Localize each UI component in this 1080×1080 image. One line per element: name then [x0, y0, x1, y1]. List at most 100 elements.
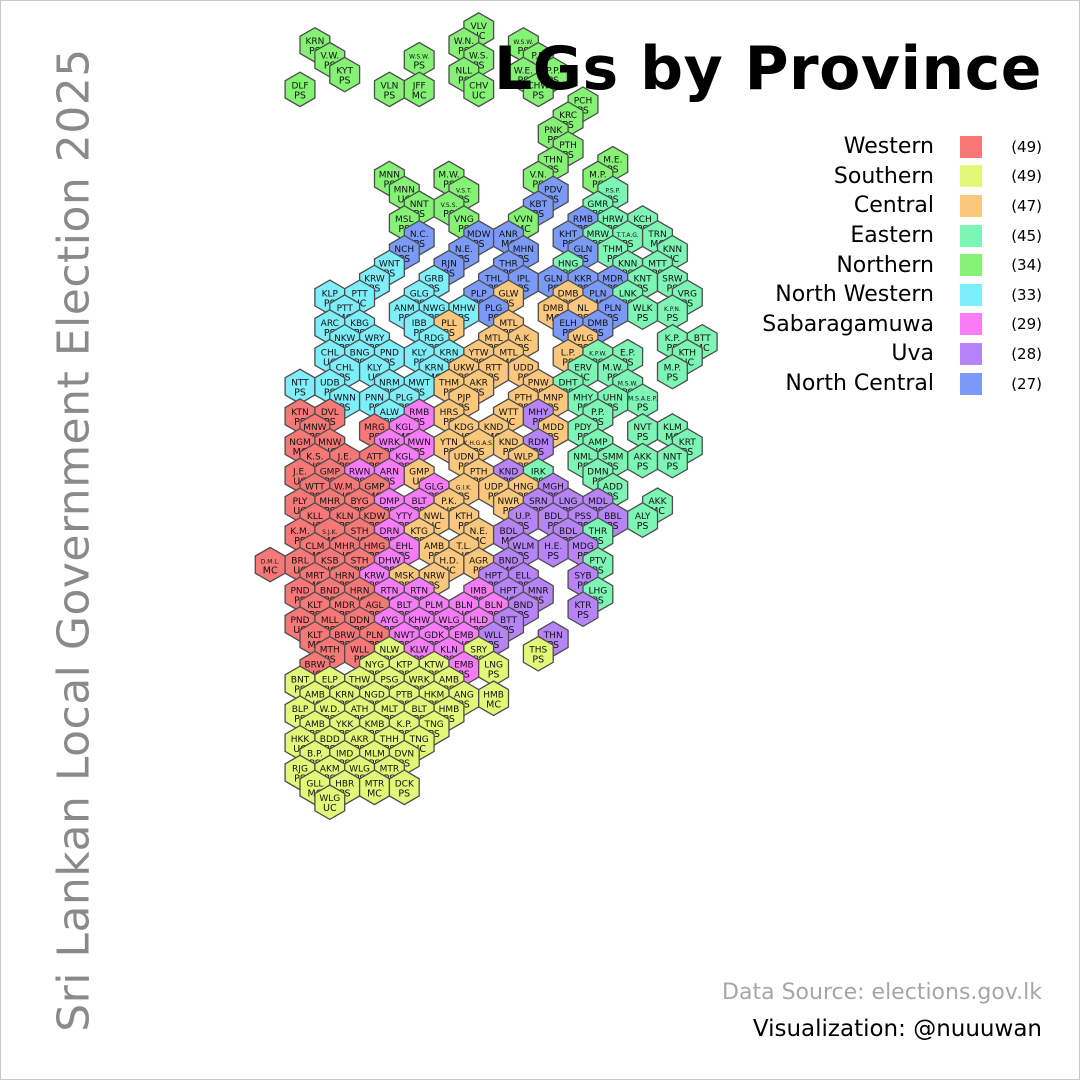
hex-code: KGL [395, 423, 413, 433]
hex-code: AMB [439, 675, 459, 685]
legend-item-central: Central (47) [762, 191, 1042, 221]
hex-code: DVL [321, 408, 339, 418]
hex-code: IRK [531, 468, 547, 478]
hex-code: KGL [395, 453, 413, 463]
hex-code: RJG [292, 765, 308, 775]
hex-code: PTH [470, 468, 488, 478]
hex-code: MTL [499, 349, 517, 359]
legend-swatch [960, 135, 982, 158]
hex-code: EMB [454, 631, 474, 641]
hex-code: DMB [558, 289, 579, 299]
hex-shape [478, 680, 510, 717]
hex-code: PLL [441, 319, 456, 329]
hex-code: W.S.W. [513, 39, 533, 46]
legend-count: (49) [1011, 137, 1042, 156]
hex-code: KLN [440, 646, 458, 656]
legend-swatch [960, 224, 982, 247]
hex-code: LHG [589, 586, 608, 596]
hex-code: KHT [559, 230, 578, 240]
hex-code: AKK [649, 497, 668, 507]
hex-code: DMN [587, 468, 608, 478]
hex-code: AGL [366, 601, 384, 611]
hex-code: V.S.T. [456, 187, 472, 194]
hex-code: RTN [410, 586, 428, 596]
hex-code: KTN [291, 408, 308, 418]
legend-count: (27) [1011, 374, 1042, 393]
hex-code: PND [290, 586, 309, 596]
hex-code: NWL [424, 512, 445, 522]
hex-code: PTT [337, 304, 354, 314]
hex-code: KRW [364, 274, 385, 284]
hex-type: PS [667, 462, 679, 473]
hex-code: PLG [485, 304, 502, 314]
hex-code: V.S.S. [441, 202, 458, 209]
hex-code: ANM [394, 304, 415, 314]
hex-code: J.E. [337, 453, 352, 463]
hex-code: DHT [558, 378, 578, 388]
hex-code: DRN [379, 527, 399, 537]
legend-count: (29) [1011, 315, 1042, 334]
hex-code: MTR [365, 779, 385, 789]
hex-code: BND [320, 586, 340, 596]
hex-code: E.P. [620, 349, 635, 359]
hex-code: S.J.K. [322, 529, 337, 536]
hex-code: N.E. [470, 527, 488, 537]
hex-code: P.K. [441, 497, 457, 507]
hex-code: KDW [364, 512, 386, 522]
hex-code: CHW [527, 81, 549, 91]
hex-code: STH [351, 557, 369, 567]
hex-code: DLF [291, 81, 308, 91]
hex-code: KRW [364, 571, 385, 581]
hex-code: MHY [573, 393, 594, 403]
legend-label: Sabaragamuwa [762, 311, 934, 337]
hex-code: THW [348, 675, 370, 685]
hex-code: MNN [394, 185, 415, 195]
hex-code: HPT [500, 586, 518, 596]
hex-code: PTH [559, 141, 577, 151]
hex-code: ANR [499, 230, 518, 240]
hex-type: PS [577, 610, 589, 621]
hex-code: HPT [485, 571, 503, 581]
legend-label: Southern [833, 163, 934, 189]
legend-swatch [960, 254, 982, 277]
hex-code: AKR [470, 378, 488, 388]
hex-code: MLT [381, 705, 399, 715]
hex-code: THN [543, 156, 563, 166]
hex-code: IMB [470, 586, 487, 596]
hex-cell: D.M.L.MC [254, 546, 286, 583]
legend-item-southern: Southern (49) [762, 162, 1042, 192]
hex-code: AKM [320, 765, 340, 775]
page-title: LGs by Province [494, 34, 1042, 104]
hex-code: GLG [410, 289, 429, 299]
hex-code: WRY [364, 334, 385, 344]
hex-code: THM [602, 245, 623, 255]
hex-type: PS [339, 76, 351, 87]
hex-code: HMB [439, 705, 460, 715]
hex-code: BLN [485, 601, 503, 611]
hex-code: M.S.W. [618, 380, 638, 387]
hex-code: THH [379, 735, 399, 745]
hex-code: LNG [484, 661, 503, 671]
hex-code: BYG [351, 497, 369, 507]
hex-code: AKK [634, 453, 653, 463]
hex-code: VNG [454, 215, 474, 225]
hex-code: PSS [575, 512, 592, 522]
hex-code: KLL [307, 512, 323, 522]
hex-code: MSL [395, 215, 414, 225]
hex-type: PS [398, 788, 410, 799]
hex-type: PS [637, 462, 649, 473]
hex-code: SYB [574, 571, 591, 581]
side-title: Sri Lankan Local Government Election 202… [48, 48, 100, 1032]
hex-code: PNW [528, 378, 549, 388]
hex-code: KYT [336, 67, 353, 77]
hex-code: KRC [559, 111, 577, 121]
hex-code: A.K. [515, 334, 533, 344]
hex-code: ALW [380, 408, 399, 418]
hex-code: GMP [320, 468, 341, 478]
hex-code: KLY [367, 364, 383, 374]
data-source: Data Source: elections.gov.lk [722, 980, 1042, 1005]
hex-code: PLN [589, 289, 606, 299]
